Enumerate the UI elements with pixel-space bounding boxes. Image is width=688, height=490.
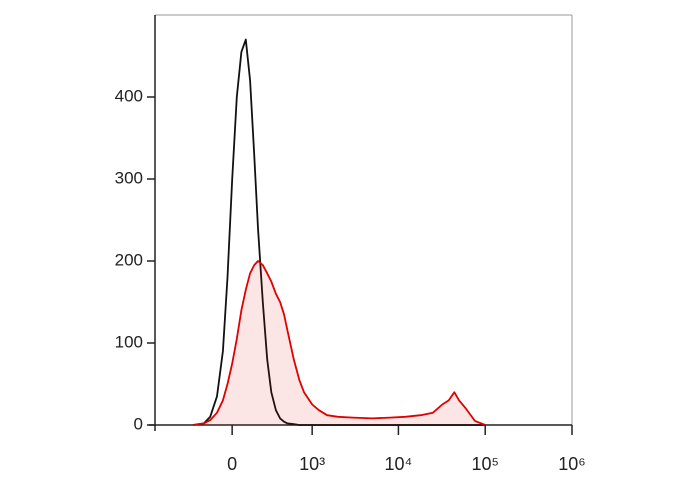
y-tick-label: 0 (134, 414, 143, 433)
series-line (192, 260, 486, 426)
series-line (192, 38, 486, 426)
x-tick-label: 0 (227, 454, 237, 474)
x-tick-label: 10⁶ (558, 454, 585, 474)
series-area (193, 261, 486, 425)
x-tick-label: 10⁴ (385, 454, 413, 474)
y-tick-label: 400 (115, 86, 143, 105)
y-tick-label: 100 (115, 332, 143, 351)
x-tick-label: 10⁵ (471, 454, 498, 474)
y-tick-label: 200 (115, 250, 143, 269)
y-tick-label: 300 (115, 168, 143, 187)
x-tick-label: 10³ (299, 454, 325, 474)
